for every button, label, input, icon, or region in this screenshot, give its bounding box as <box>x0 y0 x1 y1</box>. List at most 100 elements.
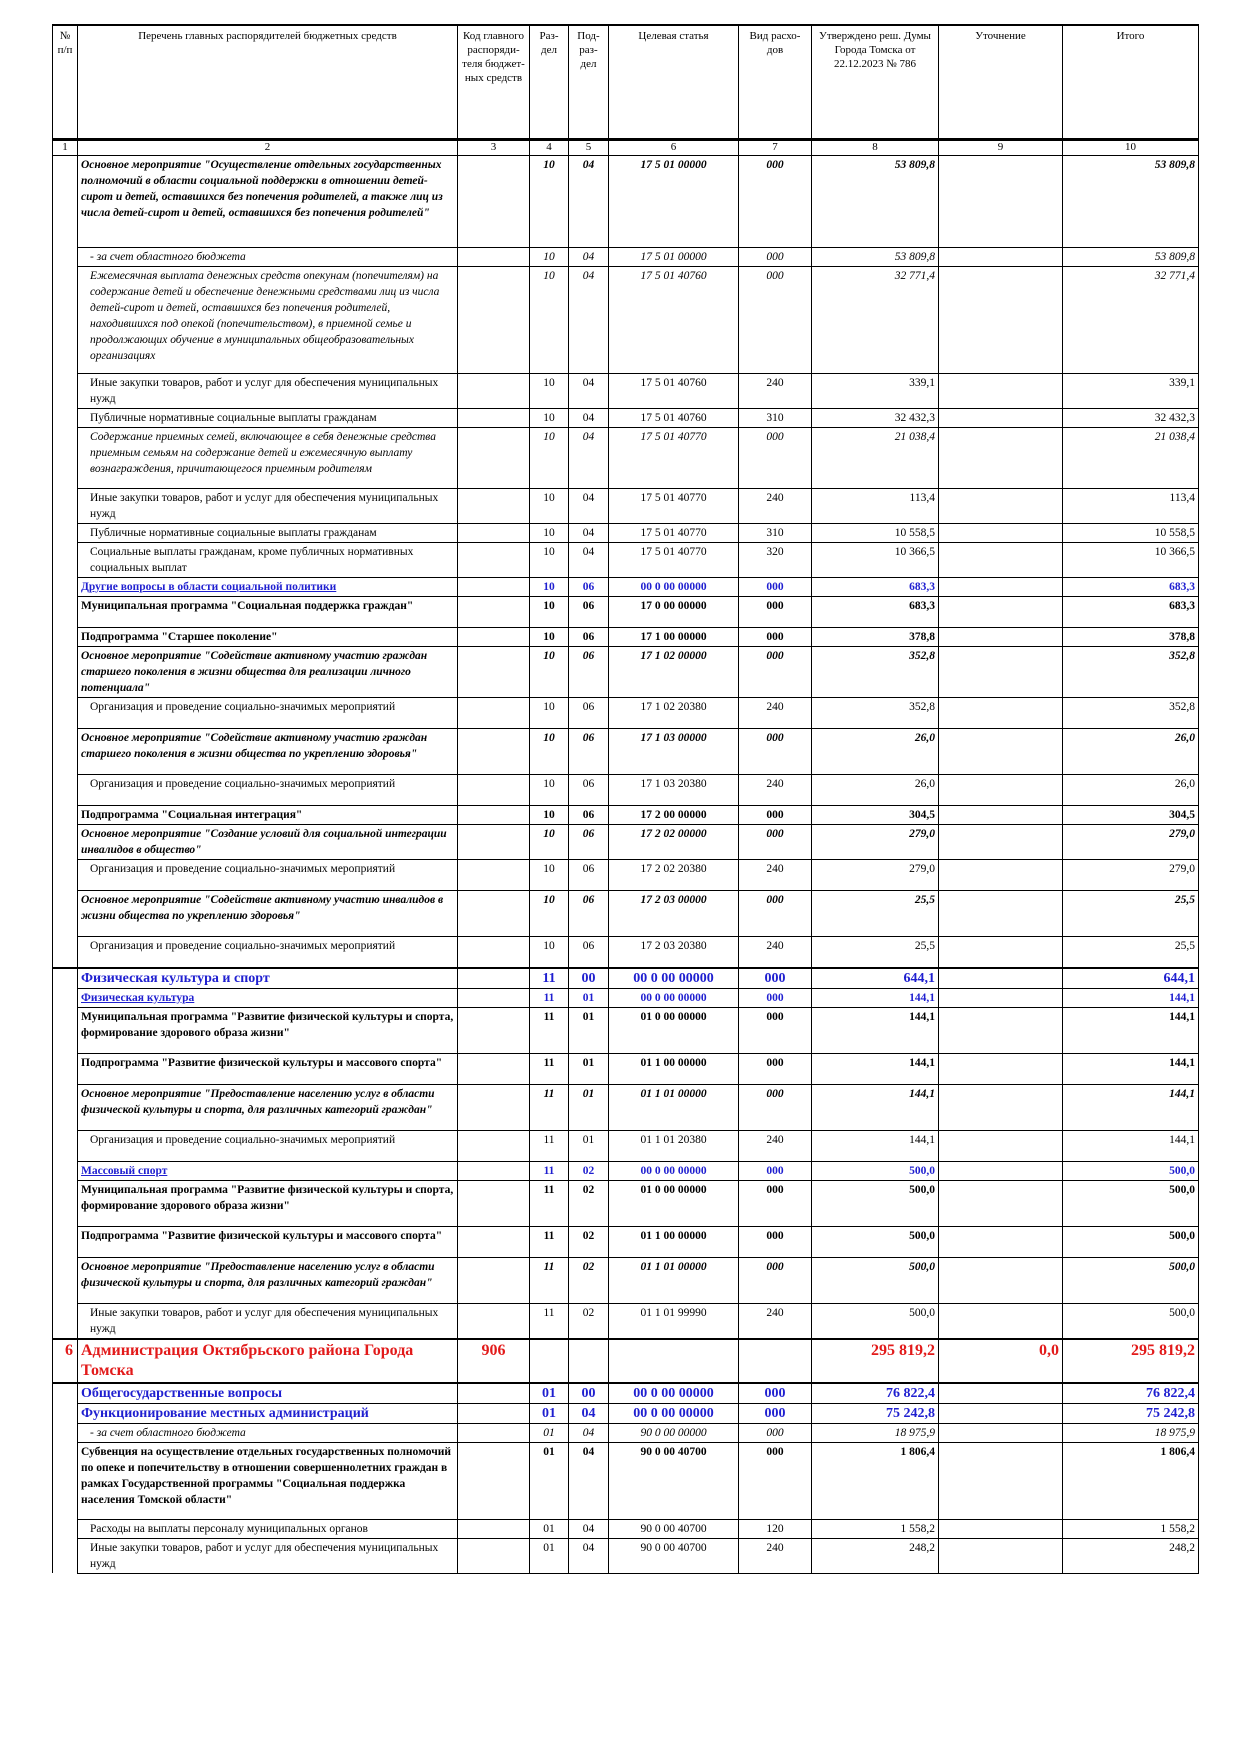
cell-razdel: 10 <box>529 627 569 647</box>
cell-razdel: 11 <box>529 966 569 989</box>
cell-code <box>457 805 530 825</box>
cell-razdel: 01 <box>529 1537 569 1574</box>
budget-table: № п/п Перечень главных распорядителей бю… <box>52 24 1199 1574</box>
cell-target: 17 1 00 00000 <box>608 627 739 647</box>
cell-podrazdel <box>568 1337 609 1383</box>
table-row: Организация и проведение социально-значи… <box>52 697 1199 729</box>
table-row: Публичные нормативные социальные выплаты… <box>52 523 1199 543</box>
cell-name: Физическая культура <box>77 987 458 1008</box>
cell-podrazdel: 04 <box>568 1441 609 1520</box>
cell-num <box>52 577 78 597</box>
cell-code <box>457 1129 530 1162</box>
cell-razdel: 10 <box>529 155 569 248</box>
cell-name: Социальные выплаты гражданам, кроме публ… <box>77 542 458 578</box>
cell-num <box>52 774 78 806</box>
cell-target: 00 0 00 00000 <box>608 1381 739 1404</box>
column-number: 1 <box>52 138 78 156</box>
cell-podrazdel: 04 <box>568 1402 609 1424</box>
cell-itogo: 26,0 <box>1062 774 1199 806</box>
cell-utochnenie <box>938 1381 1063 1404</box>
cell-podrazdel: 01 <box>568 987 609 1008</box>
table-row: Основное мероприятие "Предоставление нас… <box>52 1083 1199 1131</box>
cell-approved: 26,0 <box>811 728 939 775</box>
cell-vid: 000 <box>738 1441 812 1520</box>
cell-itogo: 53 809,8 <box>1062 155 1199 248</box>
cell-num <box>52 1519 78 1538</box>
cell-num <box>52 966 78 988</box>
cell-name: - за счет областного бюджета <box>77 1422 458 1443</box>
cell-utochnenie <box>938 408 1063 428</box>
cell-vid: 000 <box>738 1225 812 1258</box>
cell-podrazdel: 04 <box>568 427 609 489</box>
cell-podrazdel: 04 <box>568 408 609 428</box>
cell-podrazdel: 01 <box>568 1083 609 1131</box>
cell-code <box>457 627 530 647</box>
cell-name: Ежемесячная выплата денежных средств опе… <box>77 266 458 374</box>
table-row: - за счет областного бюджета 10 04 17 5 01 … <box>52 247 1199 267</box>
cell-name: Подпрограмма "Социальная интеграция" <box>77 805 458 825</box>
cell-vid: 000 <box>738 1006 812 1054</box>
cell-approved: 500,0 <box>811 1179 939 1227</box>
table-row: Муниципальная программа "Развитие физиче… <box>52 1006 1199 1054</box>
cell-name: Публичные нормативные социальные выплаты… <box>77 523 458 543</box>
cell-utochnenie <box>938 646 1063 698</box>
cell-approved: 10 366,5 <box>811 542 939 578</box>
cell-num <box>52 1381 78 1403</box>
cell-num <box>52 1007 78 1053</box>
cell-razdel: 10 <box>529 427 569 489</box>
cell-vid: 000 <box>738 987 812 1008</box>
cell-razdel: 10 <box>529 646 569 698</box>
cell-num <box>52 542 78 578</box>
cell-name: Муниципальная программа "Развитие физиче… <box>77 1179 458 1227</box>
cell-approved: 304,5 <box>811 805 939 825</box>
cell-approved: 1 558,2 <box>811 1518 939 1539</box>
cell-name: Иные закупки товаров, работ и услуг для … <box>77 373 458 409</box>
cell-num <box>52 1130 78 1161</box>
cell-target: 17 5 01 40770 <box>608 427 739 489</box>
cell-vid: 120 <box>738 1518 812 1539</box>
table-row: Основное мероприятие "Осуществление отде… <box>52 155 1199 248</box>
cell-approved: 295 819,2 <box>811 1337 939 1383</box>
table-row: Основное мероприятие "Создание условий д… <box>52 824 1199 860</box>
cell-num <box>52 646 78 698</box>
cell-podrazdel: 06 <box>568 890 609 937</box>
cell-name: Организация и проведение социально-значи… <box>77 936 458 968</box>
cell-itogo: 295 819,2 <box>1062 1337 1199 1383</box>
table-row: Организация и проведение социально-значи… <box>52 859 1199 891</box>
cell-num <box>52 266 78 374</box>
cell-vid: 000 <box>738 1160 812 1181</box>
cell-code <box>457 247 530 267</box>
cell-itogo: 279,0 <box>1062 859 1199 891</box>
column-number: 9 <box>938 138 1063 156</box>
cell-target: 17 5 01 00000 <box>608 247 739 267</box>
cell-razdel: 01 <box>529 1381 569 1404</box>
cell-vid: 240 <box>738 1129 812 1162</box>
table-header: № п/п Перечень главных распорядителей бю… <box>52 24 1199 156</box>
cell-target: 01 0 00 00000 <box>608 1006 739 1054</box>
header-code: Код главного распоряди-теля бюджет-ных с… <box>457 24 530 140</box>
table-row: Функционирование местных администраций 01… <box>52 1402 1199 1424</box>
cell-num <box>52 1053 78 1084</box>
cell-utochnenie <box>938 1302 1063 1339</box>
header-name: Перечень главных распорядителей бюджетны… <box>77 24 458 140</box>
cell-approved: 683,3 <box>811 577 939 597</box>
cell-name: Основное мероприятие "Содействие активно… <box>77 728 458 775</box>
cell-podrazdel: 06 <box>568 805 609 825</box>
table-row: Публичные нормативные социальные выплаты… <box>52 408 1199 428</box>
cell-itogo: 352,8 <box>1062 697 1199 729</box>
cell-utochnenie <box>938 774 1063 806</box>
cell-vid: 000 <box>738 890 812 937</box>
cell-razdel: 10 <box>529 697 569 729</box>
column-number: 8 <box>811 138 939 156</box>
cell-vid: 000 <box>738 966 812 989</box>
cell-name: Массовый спорт <box>77 1160 458 1181</box>
cell-target: 17 5 01 00000 <box>608 155 739 248</box>
cell-target: 01 0 00 00000 <box>608 1179 739 1227</box>
cell-razdel: 01 <box>529 1441 569 1520</box>
cell-podrazdel: 02 <box>568 1302 609 1339</box>
table-row: Подпрограмма "Социальная интеграция" 10 06… <box>52 805 1199 825</box>
cell-razdel: 01 <box>529 1402 569 1424</box>
table-row: Муниципальная программа "Социальная подд… <box>52 596 1199 628</box>
cell-razdel: 11 <box>529 987 569 1008</box>
cell-utochnenie <box>938 1006 1063 1054</box>
